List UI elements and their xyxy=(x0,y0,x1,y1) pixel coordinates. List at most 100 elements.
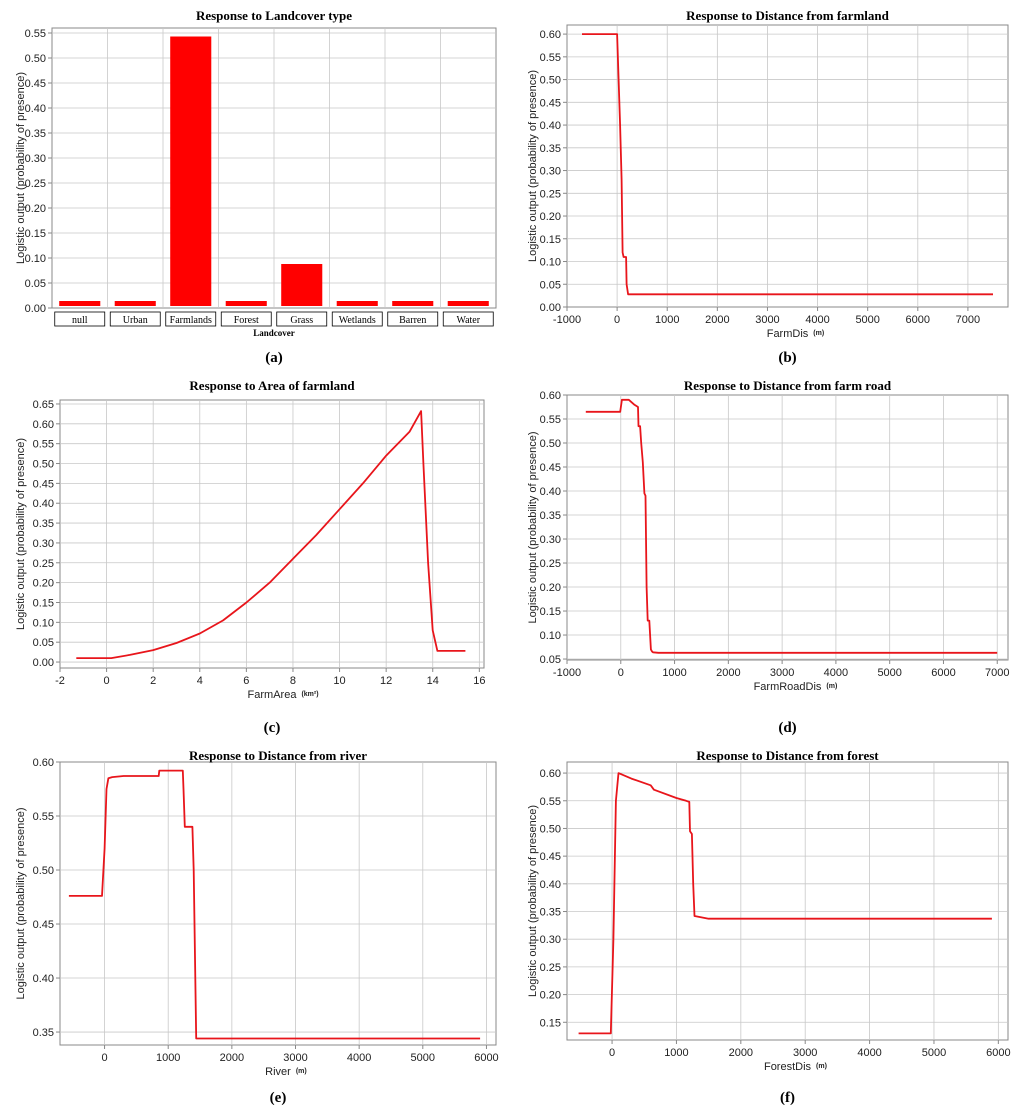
y-tick-label: 0.25 xyxy=(540,188,561,200)
y-tick-label: 0.35 xyxy=(33,1027,54,1039)
y-tick-label: 0.45 xyxy=(25,78,46,90)
x-tick-label: 1000 xyxy=(156,1052,180,1064)
y-tick-label: 0.30 xyxy=(33,538,54,550)
panel-label: (b) xyxy=(778,350,796,366)
panel-label: (c) xyxy=(264,720,281,736)
y-tick-label: 0.50 xyxy=(540,75,561,87)
x-tick-label: 2000 xyxy=(716,667,740,679)
x-tick-label: 0 xyxy=(101,1052,107,1064)
x-tick-label: 6000 xyxy=(986,1047,1010,1059)
bar-urban xyxy=(114,301,156,306)
category-label: Urban xyxy=(123,315,148,326)
category-box xyxy=(331,311,383,327)
x-tick-label: 4000 xyxy=(857,1047,881,1059)
x-tick-label: 5000 xyxy=(877,667,901,679)
x-axis-label: FarmArea xyxy=(248,689,298,701)
y-tick-label: 0.05 xyxy=(540,279,561,291)
response-curve xyxy=(582,33,993,296)
y-tick-label: 0.50 xyxy=(33,459,54,471)
x-tick-label: 4000 xyxy=(805,314,829,326)
category-label: Forest xyxy=(234,315,259,326)
x-tick-label: 2 xyxy=(150,675,156,687)
category-label: Wetlands xyxy=(339,315,376,326)
panel-label: (d) xyxy=(778,720,796,736)
plot-area xyxy=(59,761,497,1046)
x-tick-label: 6000 xyxy=(906,314,930,326)
x-tick-label: 1000 xyxy=(664,1047,688,1059)
x-tick-label: 6000 xyxy=(474,1052,498,1064)
y-axis-label: Logistic output (probability of presence… xyxy=(527,432,539,624)
panel-c-farm-area: Response to Area of farmland Logistic out… xyxy=(0,370,512,740)
x-axis-unit: (m) xyxy=(816,1063,827,1070)
y-tick-label: 0.05 xyxy=(25,278,46,290)
y-tick-label: 0.00 xyxy=(25,303,46,315)
x-tick-label: 8 xyxy=(290,675,296,687)
x-tick-label: 10 xyxy=(333,675,345,687)
x-tick-label: 12 xyxy=(380,675,392,687)
chart-title: Response to Distance from farm road xyxy=(684,378,892,393)
category-box xyxy=(387,311,439,327)
bar-water xyxy=(447,301,489,306)
y-tick-label: 0.10 xyxy=(33,617,54,629)
y-tick-label: 0.15 xyxy=(25,228,46,240)
x-tick-label: 0 xyxy=(609,1047,615,1059)
y-axis-label: Logistic output (probability of presence… xyxy=(15,438,27,630)
y-tick-label: 0.00 xyxy=(33,657,54,669)
panel-a-landcover: Response to Landcover type Logistic outpu… xyxy=(0,0,512,370)
category-label: Barren xyxy=(399,315,426,326)
x-tick-label: 0 xyxy=(618,667,624,679)
y-tick-label: 0.35 xyxy=(540,510,561,522)
y-tick-label: 0.60 xyxy=(33,419,54,431)
x-tick-label: 14 xyxy=(427,675,439,687)
category-label: Grass xyxy=(290,315,313,326)
panel-label: (f) xyxy=(780,1090,795,1106)
bar-null xyxy=(59,301,101,306)
chart-title: Response to Distance from river xyxy=(189,748,367,763)
chart-e-svg: Response to Distance from river Logistic … xyxy=(15,748,499,1106)
y-tick-label: 0.00 xyxy=(540,302,561,314)
bar-grass xyxy=(281,264,323,306)
x-tick-label: 4 xyxy=(197,675,203,687)
y-tick-label: 0.10 xyxy=(540,257,561,269)
y-tick-label: 0.50 xyxy=(25,53,46,65)
chart-d-svg: Response to Distance from farm road Logis… xyxy=(527,378,1009,736)
y-tick-label: 0.45 xyxy=(540,97,561,109)
y-tick-label: 0.40 xyxy=(33,498,54,510)
category-box xyxy=(54,311,106,327)
x-tick-label: 7000 xyxy=(985,667,1009,679)
y-tick-label: 0.30 xyxy=(25,153,46,165)
x-axis-unit: (m) xyxy=(813,330,824,337)
y-tick-label: 0.60 xyxy=(540,29,561,41)
y-tick-label: 0.55 xyxy=(33,439,54,451)
x-tick-label: 4000 xyxy=(824,667,848,679)
x-tick-label: 3000 xyxy=(755,314,779,326)
y-tick-label: 0.60 xyxy=(540,390,561,402)
y-tick-label: 0.55 xyxy=(540,414,561,426)
panel-b-farmland-distance: Response to Distance from farmland Logist… xyxy=(512,0,1024,370)
x-tick-label: 3000 xyxy=(283,1052,307,1064)
y-tick-label: 0.40 xyxy=(33,973,54,985)
y-tick-label: 0.15 xyxy=(33,597,54,609)
x-axis-label: FarmRoadDis xyxy=(754,681,822,693)
panel-d-farm-road-distance: Response to Distance from farm road Logis… xyxy=(512,370,1024,740)
y-tick-label: 0.30 xyxy=(540,534,561,546)
y-tick-label: 0.55 xyxy=(540,52,561,64)
y-tick-label: 0.30 xyxy=(540,166,561,178)
x-tick-label: 6 xyxy=(243,675,249,687)
y-tick-label: 0.20 xyxy=(540,211,561,223)
y-tick-label: 0.05 xyxy=(540,654,561,666)
y-tick-label: 0.45 xyxy=(540,851,561,863)
y-tick-label: 0.10 xyxy=(25,253,46,265)
chart-f-svg: Response to Distance from forest Logistic… xyxy=(527,748,1011,1106)
y-tick-label: 0.50 xyxy=(540,823,561,835)
x-tick-label: -2 xyxy=(55,675,65,687)
x-tick-label: 4000 xyxy=(347,1052,371,1064)
chart-b-svg: Response to Distance from farmland Logist… xyxy=(527,8,1009,366)
panel-e-river-distance: Response to Distance from river Logistic … xyxy=(0,740,512,1110)
bar-barren xyxy=(392,301,434,306)
y-tick-label: 0.25 xyxy=(33,558,54,570)
x-tick-label: 1000 xyxy=(662,667,686,679)
y-tick-label: 0.35 xyxy=(540,907,561,919)
panel-f-forest-distance: Response to Distance from forest Logistic… xyxy=(512,740,1024,1110)
y-tick-label: 0.55 xyxy=(540,796,561,808)
